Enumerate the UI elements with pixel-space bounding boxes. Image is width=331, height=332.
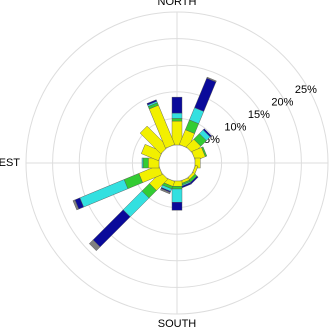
bar-segment [171, 112, 183, 119]
r-tick-label: 25% [295, 84, 317, 96]
bar-segment [88, 239, 101, 252]
bar-segment [140, 144, 163, 161]
bar-segment [139, 125, 169, 155]
bar-segment [141, 157, 144, 169]
bar-segment [171, 188, 183, 203]
direction-bar [88, 171, 169, 252]
direction-bar [141, 157, 160, 169]
bar-segment [146, 99, 158, 106]
direction-bar [179, 76, 217, 149]
bar-segment [202, 128, 212, 138]
bar-segment [171, 96, 183, 114]
bar-segment [72, 199, 79, 211]
bar-segment [122, 190, 150, 218]
direction-bar [140, 144, 163, 161]
direction-bar [185, 128, 212, 155]
bar-segment [171, 118, 183, 122]
direction-label: WEST [0, 157, 20, 169]
bar-segment [142, 157, 149, 169]
r-tick-label: 10% [224, 122, 246, 134]
bar-segment [171, 186, 183, 190]
direction-bar [171, 180, 183, 211]
bar-segment [79, 179, 129, 208]
direction-bar [146, 99, 175, 149]
bar-segment [201, 146, 208, 157]
direction-bar [139, 125, 169, 155]
r-tick-label: 15% [248, 109, 270, 121]
r-tick-label: 20% [271, 97, 293, 109]
bar-segment [171, 202, 183, 211]
direction-bar [171, 96, 183, 146]
bar-segment [160, 188, 171, 195]
direction-bar [72, 165, 163, 211]
direction-label: SOUTH [158, 318, 197, 330]
direction-label: NORTH [158, 0, 197, 8]
bar-segment [92, 209, 131, 248]
bar-segment [206, 76, 217, 83]
